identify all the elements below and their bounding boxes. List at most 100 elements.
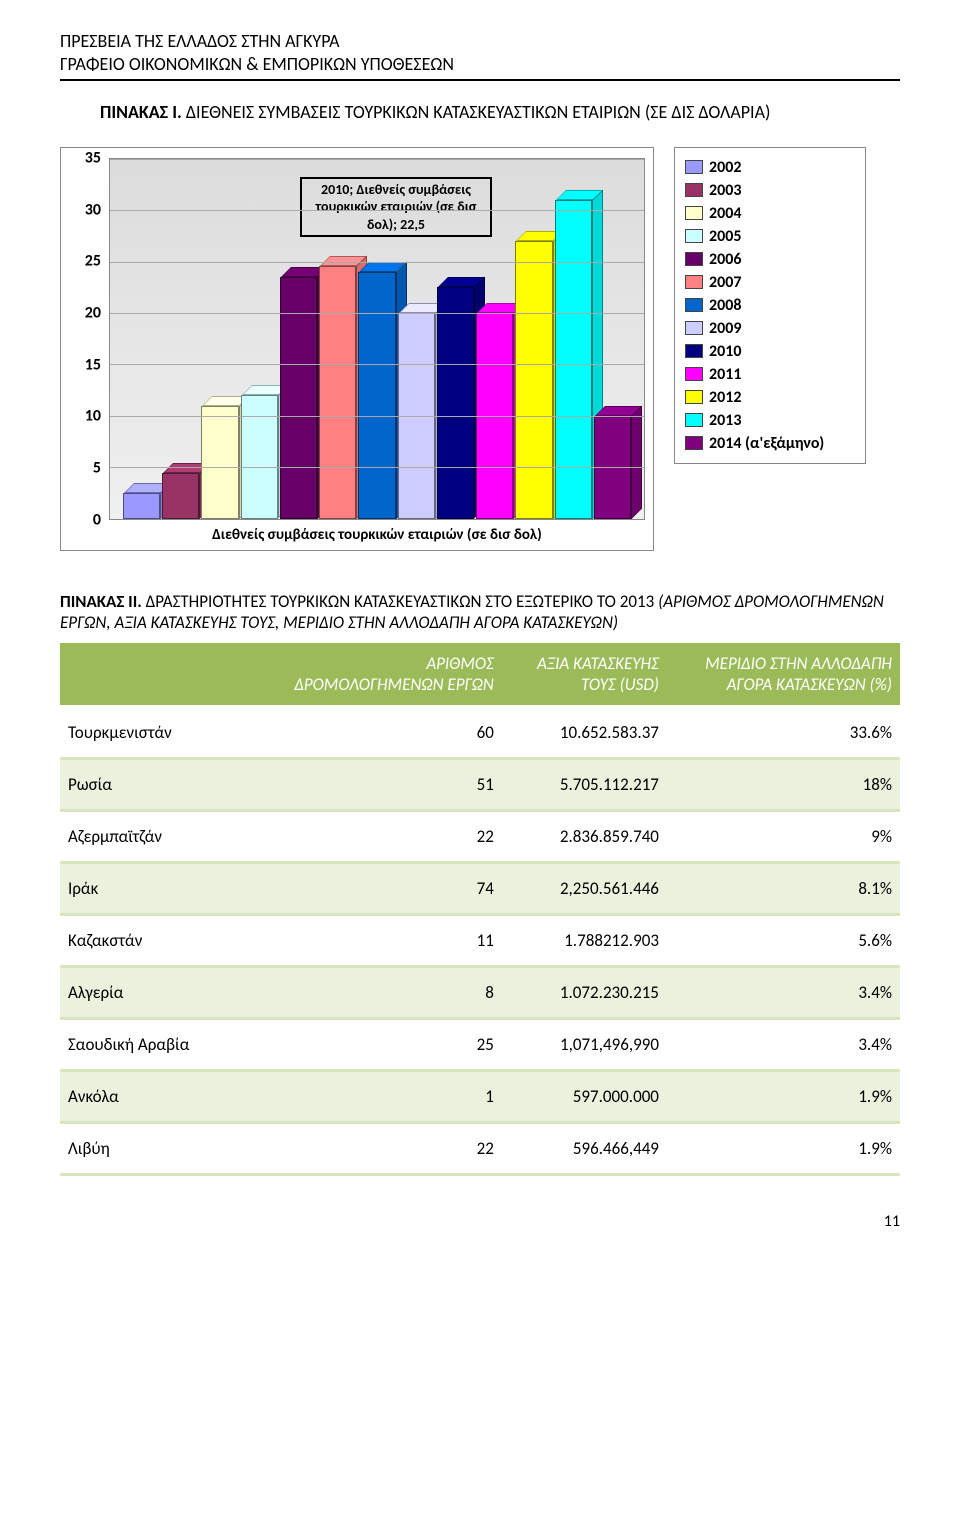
gridline — [110, 467, 644, 468]
legend-item: 2009 — [685, 317, 855, 340]
table-cell: 2,250.561.446 — [502, 862, 667, 914]
table-cell: 596.466,449 — [502, 1122, 667, 1174]
table-row: Αλγερία81.072.230.2153.4% — [60, 966, 900, 1018]
chart-title-lead: ΠΙΝΑΚΑΣ I. — [100, 101, 186, 123]
table-header-cell: ΑΡΙΘΜΟΣ ΔΡΟΜΟΛΟΓΗΜΕΝΩΝ ΕΡΓΩΝ — [278, 643, 501, 707]
table-cell: 5.705.112.217 — [502, 758, 667, 810]
bar — [201, 406, 238, 519]
table-cell: 60 — [278, 706, 501, 758]
gridline — [110, 416, 644, 417]
table-row: Ανκόλα1597.000.0001.9% — [60, 1070, 900, 1122]
x-axis-label: Διεθνείς συμβάσεις τουρκικών εταιριών (σ… — [109, 526, 645, 544]
legend-label: 2014 (α'εξάμηνο) — [709, 434, 824, 453]
chart-callout-text: 2010; Διεθνείς συμβάσεις τουρκικών εταιρ… — [316, 181, 477, 233]
bar — [123, 493, 160, 519]
y-tick-label: 25 — [85, 252, 101, 271]
bar — [555, 200, 592, 519]
header-line-1: ΠΡΕΣΒΕΙΑ ΤΗΣ ΕΛΛΑΔΟΣ ΣΤΗΝ ΑΓΚΥΡΑ — [60, 30, 900, 53]
table-cell: 9% — [667, 810, 900, 862]
table-cell: 1 — [278, 1070, 501, 1122]
table-row: Ρωσία515.705.112.21718% — [60, 758, 900, 810]
legend-label: 2007 — [709, 273, 741, 292]
table-cell: 18% — [667, 758, 900, 810]
bar — [358, 272, 395, 519]
table-cell: 3.4% — [667, 1018, 900, 1070]
table-header-row: ΑΡΙΘΜΟΣ ΔΡΟΜΟΛΟΓΗΜΕΝΩΝ ΕΡΓΩΝΑΞΙΑ ΚΑΤΑΣΚΕ… — [60, 643, 900, 707]
bar — [319, 266, 356, 519]
legend-label: 2002 — [709, 158, 741, 177]
legend-label: 2013 — [709, 411, 741, 430]
table-cell: 1.072.230.215 — [502, 966, 667, 1018]
legend-swatch — [685, 321, 703, 335]
table-row: Ιράκ742,250.561.4468.1% — [60, 862, 900, 914]
table-cell: Καζακστάν — [60, 914, 278, 966]
table-cell: Αζερμπαϊτζάν — [60, 810, 278, 862]
table-row: Τουρκμενιστάν6010.652.583.3733.6% — [60, 706, 900, 758]
legend-swatch — [685, 206, 703, 220]
table-header-cell: ΑΞΙΑ ΚΑΤΑΣΚΕΥΗΣ ΤΟΥΣ (USD) — [502, 643, 667, 707]
legend-item: 2011 — [685, 363, 855, 386]
table-cell: 1,071,496,990 — [502, 1018, 667, 1070]
table-cell: Αλγερία — [60, 966, 278, 1018]
chart-box: 05101520253035 2010; Διεθνείς συμβάσεις … — [60, 147, 654, 551]
legend-item: 2004 — [685, 202, 855, 225]
table-title-lead: ΠΙΝΑΚΑΣ II. — [60, 591, 146, 612]
y-tick-label: 5 — [93, 459, 101, 478]
table-cell: Τουρκμενιστάν — [60, 706, 278, 758]
table-cell: 1.9% — [667, 1070, 900, 1122]
plot-area: 2010; Διεθνείς συμβάσεις τουρκικών εταιρ… — [109, 158, 645, 520]
legend-swatch — [685, 229, 703, 243]
table-cell: 8 — [278, 966, 501, 1018]
legend-swatch — [685, 252, 703, 266]
legend-label: 2004 — [709, 204, 741, 223]
legend-item: 2005 — [685, 225, 855, 248]
table-row: Λιβύη22596.466,4491.9% — [60, 1122, 900, 1174]
table-cell: 22 — [278, 1122, 501, 1174]
bar — [162, 473, 199, 519]
chart-area: 05101520253035 2010; Διεθνείς συμβάσεις … — [60, 147, 900, 551]
legend-item: 2012 — [685, 386, 855, 409]
chart-title: ΠΙΝΑΚΑΣ I. ΔΙΕΘΝΕΙΣ ΣΥΜΒΑΣΕΙΣ ΤΟΥΡΚΙΚΩΝ … — [60, 101, 900, 123]
table-header-cell — [60, 643, 278, 707]
legend-label: 2012 — [709, 388, 741, 407]
legend-label: 2009 — [709, 319, 741, 338]
gridline — [110, 262, 644, 263]
legend-item: 2010 — [685, 340, 855, 363]
legend-item: 2014 (α'εξάμηνο) — [685, 432, 855, 455]
gridline — [110, 159, 644, 160]
table-cell: 1.788212.903 — [502, 914, 667, 966]
table-row: Αζερμπαϊτζάν222.836.859.7409% — [60, 810, 900, 862]
legend-item: 2013 — [685, 409, 855, 432]
legend-swatch — [685, 183, 703, 197]
legend-swatch — [685, 390, 703, 404]
table-cell: 11 — [278, 914, 501, 966]
chart-callout: 2010; Διεθνείς συμβάσεις τουρκικών εταιρ… — [300, 177, 492, 238]
table-body: Τουρκμενιστάν6010.652.583.3733.6%Ρωσία51… — [60, 706, 900, 1174]
legend-item: 2007 — [685, 271, 855, 294]
legend-item: 2002 — [685, 156, 855, 179]
header-line-2: ΓΡΑΦΕΙΟ ΟΙΚΟΝΟΜΙΚΩΝ & ΕΜΠΟΡΙΚΩΝ ΥΠΟΘΕΣΕΩ… — [60, 53, 900, 76]
legend-swatch — [685, 344, 703, 358]
y-tick-label: 10 — [85, 407, 101, 426]
table-cell: 33.6% — [667, 706, 900, 758]
y-tick-label: 0 — [93, 510, 101, 529]
legend-item: 2006 — [685, 248, 855, 271]
table-cell: Ιράκ — [60, 862, 278, 914]
data-table: ΑΡΙΘΜΟΣ ΔΡΟΜΟΛΟΓΗΜΕΝΩΝ ΕΡΓΩΝΑΞΙΑ ΚΑΤΑΣΚΕ… — [60, 643, 900, 1176]
table-cell: Λιβύη — [60, 1122, 278, 1174]
document-header: ΠΡΕΣΒΕΙΑ ΤΗΣ ΕΛΛΑΔΟΣ ΣΤΗΝ ΑΓΚΥΡΑ ΓΡΑΦΕΙΟ… — [60, 30, 900, 77]
table-cell: 597.000.000 — [502, 1070, 667, 1122]
legend-label: 2008 — [709, 296, 741, 315]
legend-swatch — [685, 298, 703, 312]
legend-label: 2006 — [709, 250, 741, 269]
table-row: Καζακστάν111.788212.9035.6% — [60, 914, 900, 966]
table-cell: 8.1% — [667, 862, 900, 914]
legend-item: 2008 — [685, 294, 855, 317]
chart-title-rest: ΔΙΕΘΝΕΙΣ ΣΥΜΒΑΣΕΙΣ ΤΟΥΡΚΙΚΩΝ ΚΑΤΑΣΚΕΥΑΣΤ… — [186, 101, 771, 123]
y-tick-label: 35 — [85, 148, 101, 167]
y-axis: 05101520253035 — [67, 158, 105, 520]
legend-swatch — [685, 275, 703, 289]
y-tick-label: 20 — [85, 303, 101, 322]
page-number: 11 — [60, 1212, 900, 1231]
header-rule — [60, 79, 900, 81]
